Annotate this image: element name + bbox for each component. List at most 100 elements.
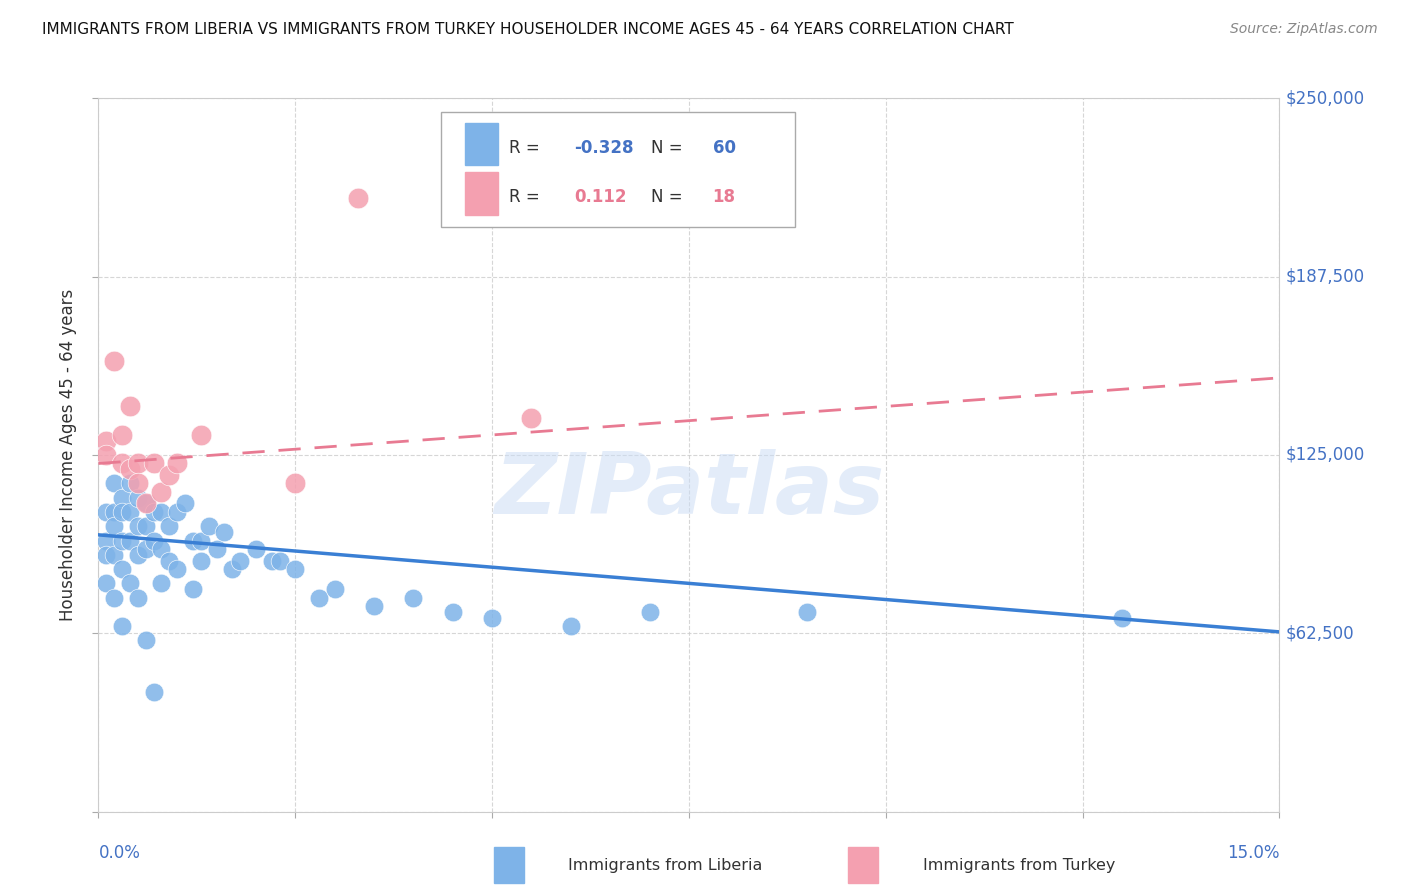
Bar (464, 172, 498, 215)
Point (135, 496, 157, 510)
Bar (848, 847, 877, 883)
Text: Source: ZipAtlas.com: Source: ZipAtlas.com (1230, 22, 1378, 37)
Point (135, 496, 157, 510)
Point (127, 476, 149, 491)
Point (111, 619, 134, 633)
Point (157, 467, 180, 482)
Point (205, 542, 228, 557)
Point (520, 410, 543, 425)
Point (190, 553, 212, 567)
Point (111, 457, 134, 471)
Point (174, 496, 197, 510)
Point (347, 191, 370, 205)
Point (96, 533, 118, 548)
Point (166, 562, 188, 576)
Point (150, 485, 173, 500)
Point (135, 542, 157, 557)
Text: Immigrants from Liberia: Immigrants from Liberia (568, 858, 762, 872)
Point (1111, 610, 1133, 624)
Text: $125,000: $125,000 (1285, 446, 1365, 464)
Point (103, 476, 125, 491)
Point (197, 519, 219, 533)
Text: ZIPatlas: ZIPatlas (494, 449, 884, 533)
Text: IMMIGRANTS FROM LIBERIA VS IMMIGRANTS FROM TURKEY HOUSEHOLDER INCOME AGES 45 - 6: IMMIGRANTS FROM LIBERIA VS IMMIGRANTS FR… (42, 22, 1014, 37)
Point (111, 533, 134, 548)
Point (157, 519, 180, 533)
Point (127, 591, 149, 605)
Point (127, 457, 149, 471)
Point (150, 505, 173, 519)
Text: 15.0%: 15.0% (1227, 844, 1279, 862)
Point (308, 591, 330, 605)
Point (103, 548, 125, 562)
Point (166, 505, 188, 519)
Point (142, 685, 165, 699)
Text: -0.328: -0.328 (575, 138, 634, 156)
Point (142, 533, 165, 548)
Point (796, 605, 818, 619)
Text: 18: 18 (713, 188, 735, 206)
Point (269, 553, 291, 567)
Point (323, 582, 346, 596)
Point (111, 505, 134, 519)
Text: 0.0%: 0.0% (98, 844, 141, 862)
Point (260, 553, 283, 567)
Point (111, 562, 134, 576)
Point (441, 605, 464, 619)
Point (103, 591, 125, 605)
Text: 0.112: 0.112 (575, 188, 627, 206)
Point (127, 491, 149, 505)
Point (135, 519, 157, 533)
Bar (464, 122, 498, 165)
Point (142, 457, 165, 471)
Point (118, 400, 141, 414)
Point (96, 576, 118, 591)
Text: N =: N = (651, 188, 688, 206)
Point (103, 505, 125, 519)
Point (481, 610, 503, 624)
Point (221, 562, 243, 576)
Point (135, 633, 157, 648)
Text: $250,000: $250,000 (1285, 89, 1364, 107)
Text: R =: R = (509, 188, 546, 206)
Point (118, 533, 141, 548)
Y-axis label: Householder Income Ages 45 - 64 years: Householder Income Ages 45 - 64 years (59, 289, 77, 621)
Point (181, 533, 204, 548)
FancyBboxPatch shape (441, 112, 796, 227)
Point (96, 448, 118, 462)
Point (190, 533, 212, 548)
Point (190, 428, 212, 442)
Point (111, 428, 134, 442)
Text: R =: R = (509, 138, 546, 156)
Point (103, 519, 125, 533)
Text: $187,500: $187,500 (1285, 268, 1364, 285)
Point (150, 542, 173, 557)
Point (118, 505, 141, 519)
Text: Immigrants from Turkey: Immigrants from Turkey (924, 858, 1116, 872)
Point (118, 462, 141, 476)
Point (127, 548, 149, 562)
Point (127, 519, 149, 533)
Point (284, 476, 307, 491)
Point (638, 605, 661, 619)
Point (96, 434, 118, 448)
Text: N =: N = (651, 138, 688, 156)
Point (118, 576, 141, 591)
Point (96, 548, 118, 562)
Text: 60: 60 (713, 138, 735, 156)
Point (142, 505, 165, 519)
Point (363, 599, 385, 614)
Point (157, 553, 180, 567)
Point (103, 353, 125, 368)
Point (111, 491, 134, 505)
Point (118, 476, 141, 491)
Point (402, 591, 425, 605)
Point (214, 524, 236, 539)
Point (181, 582, 204, 596)
Point (229, 553, 252, 567)
Text: $62,500: $62,500 (1285, 624, 1354, 642)
Point (150, 576, 173, 591)
Point (96, 505, 118, 519)
Bar (494, 847, 523, 883)
Point (166, 457, 188, 471)
